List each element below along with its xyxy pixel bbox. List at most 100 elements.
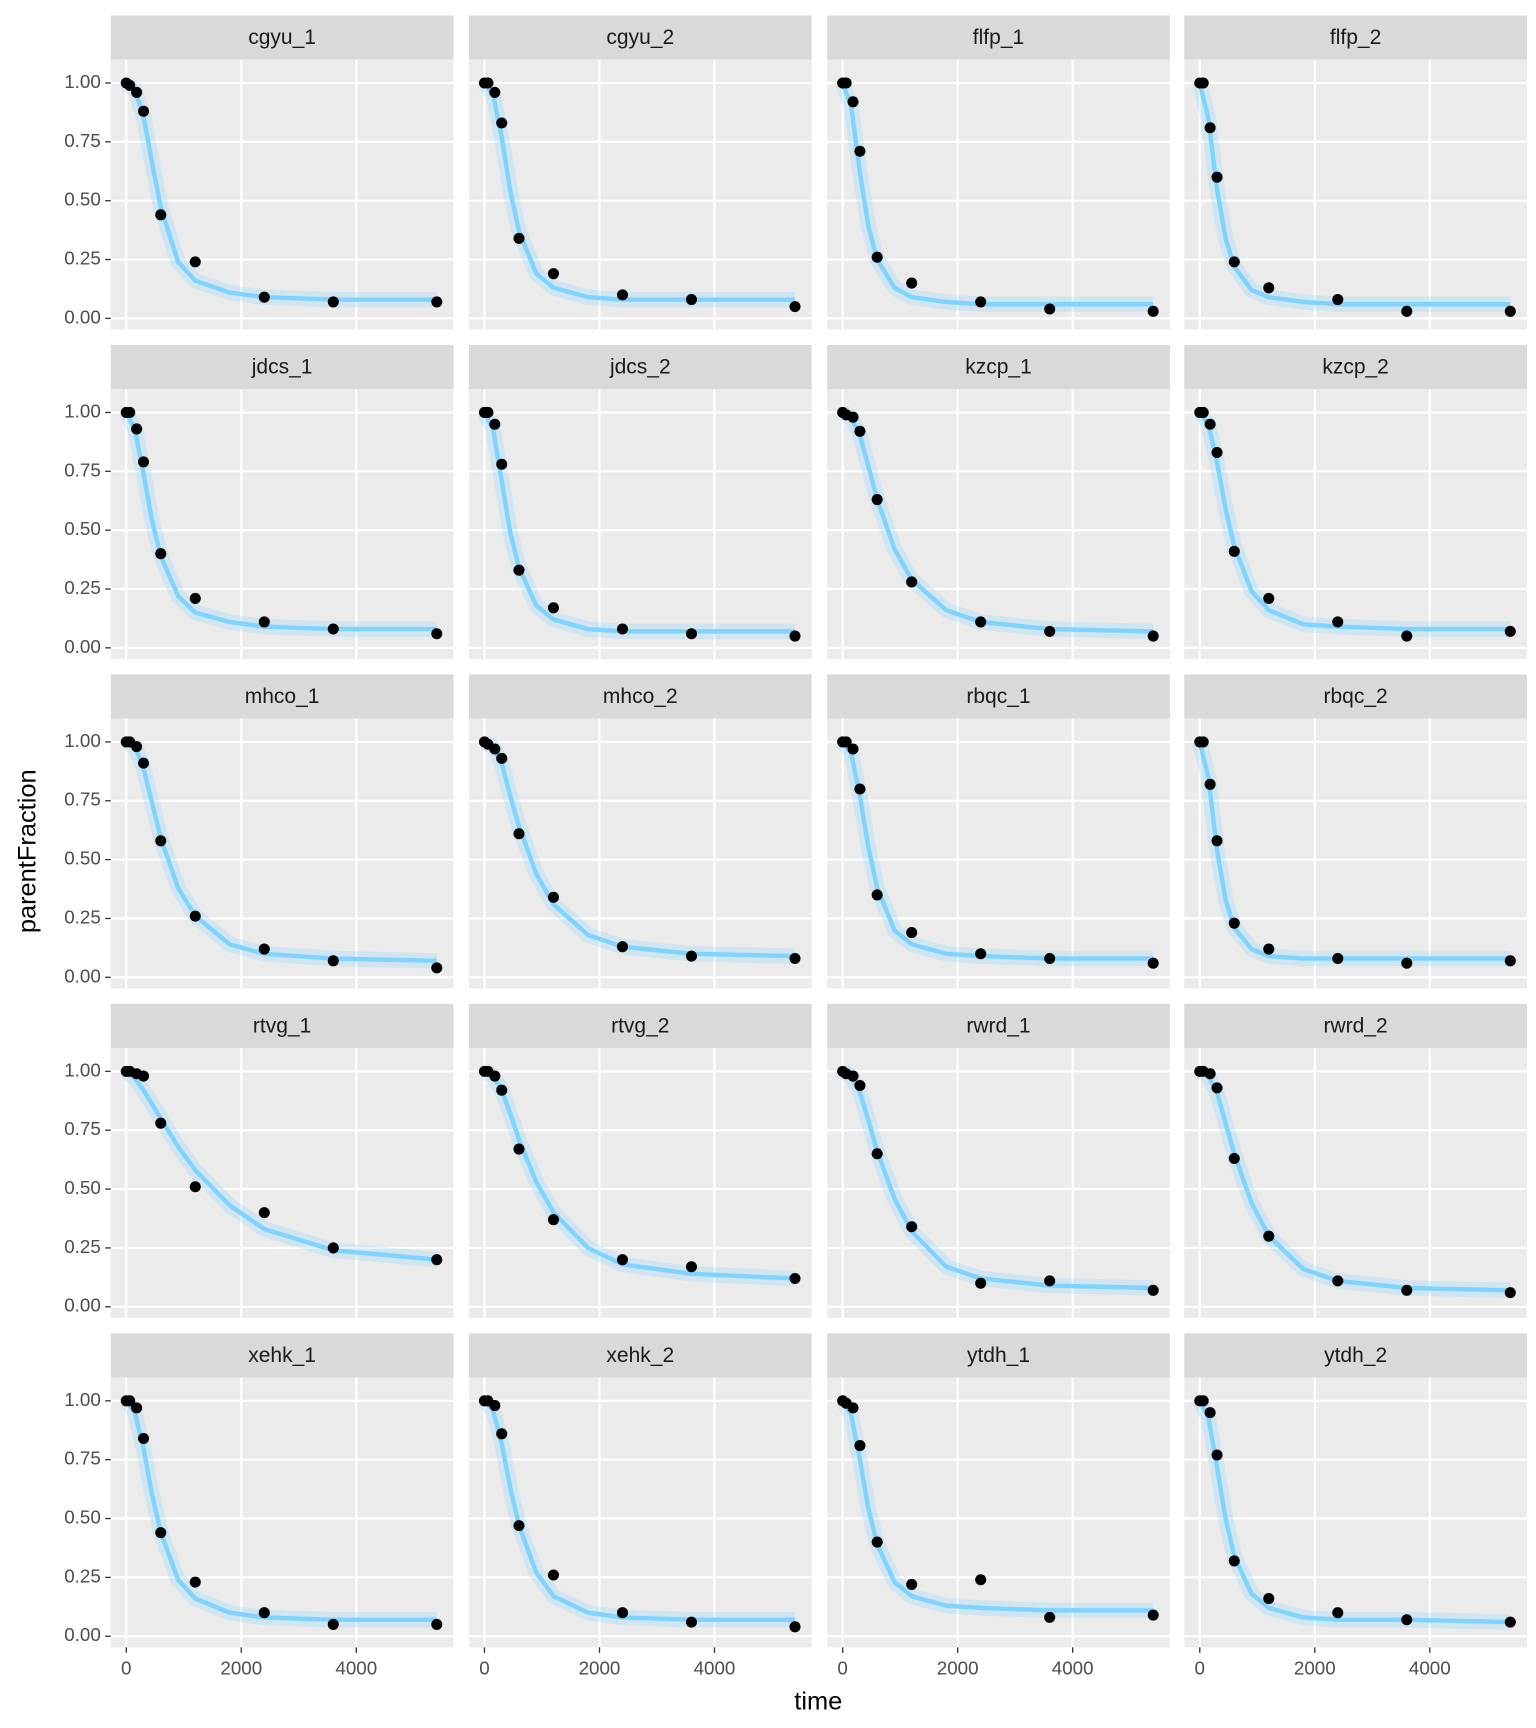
panel-marks bbox=[120, 1065, 443, 1268]
data-point bbox=[854, 145, 866, 157]
data-point bbox=[975, 1277, 987, 1289]
data-point bbox=[1204, 778, 1216, 790]
x-tick-label: 0 bbox=[479, 1657, 489, 1678]
y-tick-label: 0.25 bbox=[64, 906, 101, 927]
panel-background bbox=[1184, 718, 1527, 989]
data-point bbox=[496, 117, 508, 129]
data-point bbox=[1147, 1284, 1159, 1296]
data-point bbox=[871, 251, 883, 263]
data-point bbox=[124, 1395, 136, 1407]
panel-marks bbox=[119, 406, 443, 640]
panel-background bbox=[468, 718, 812, 989]
data-point bbox=[847, 96, 859, 108]
data-point bbox=[513, 1143, 525, 1155]
data-point bbox=[871, 1536, 883, 1548]
data-point bbox=[137, 1070, 150, 1082]
strip-background bbox=[1184, 15, 1527, 60]
panel-marks bbox=[120, 735, 443, 974]
x-tick-label: 4000 bbox=[1409, 1657, 1451, 1678]
strip-label: cgyu_2 bbox=[606, 26, 674, 49]
strip-label: jdcs_2 bbox=[609, 356, 671, 379]
y-tick-label: 0.75 bbox=[64, 130, 101, 151]
panel-background bbox=[827, 59, 1170, 330]
data-point bbox=[258, 616, 270, 628]
panel-marks bbox=[836, 1395, 1159, 1623]
strip-background bbox=[1184, 344, 1527, 390]
facet-panel: ytdh_2 0 2000 4000 bbox=[1184, 1333, 1527, 1678]
data-point bbox=[1211, 446, 1223, 459]
data-point bbox=[431, 1254, 443, 1266]
strip-label: rwrd_1 bbox=[966, 1015, 1030, 1038]
x-tick-label: 4000 bbox=[694, 1657, 736, 1678]
facet-panel: rtvg_2 bbox=[468, 1003, 812, 1318]
strip-background bbox=[110, 1003, 454, 1049]
data-point bbox=[847, 1402, 859, 1414]
data-point bbox=[189, 256, 201, 268]
y-axis-title: parentFraction bbox=[14, 769, 42, 933]
y-tick-label: 0.25 bbox=[64, 577, 101, 598]
facet-panel: kzcp_2 bbox=[1184, 344, 1527, 659]
data-point bbox=[685, 950, 698, 962]
panel-marks bbox=[1194, 1064, 1516, 1299]
strip-background bbox=[468, 674, 812, 719]
data-point bbox=[131, 1402, 143, 1414]
x-tick-label: 2000 bbox=[937, 1657, 979, 1678]
panel-background bbox=[1184, 1048, 1527, 1318]
data-point bbox=[906, 1578, 918, 1590]
strip-label: xehk_2 bbox=[606, 1344, 674, 1367]
data-point bbox=[1228, 917, 1240, 929]
data-point bbox=[431, 962, 443, 974]
y-tick-label: 0.50 bbox=[64, 1177, 101, 1198]
data-point bbox=[1332, 616, 1344, 628]
fit-line bbox=[1197, 82, 1511, 307]
strip-label: ytdh_1 bbox=[967, 1344, 1030, 1367]
data-point bbox=[513, 564, 525, 576]
facet-panel: rwrd_2 bbox=[1184, 1003, 1527, 1318]
data-point bbox=[155, 209, 167, 221]
data-point bbox=[1263, 1593, 1275, 1605]
x-axis-title: time bbox=[794, 1687, 842, 1715]
panel-background bbox=[1184, 59, 1527, 330]
data-point bbox=[547, 602, 560, 614]
data-point bbox=[854, 425, 866, 437]
panel-background bbox=[110, 1048, 454, 1318]
data-point bbox=[1147, 1609, 1159, 1621]
panel-background bbox=[468, 389, 812, 659]
data-point bbox=[189, 1576, 201, 1588]
data-point bbox=[616, 1254, 629, 1266]
strip-background bbox=[468, 1333, 812, 1378]
strip-label: mhco_1 bbox=[245, 685, 320, 708]
data-point bbox=[124, 79, 136, 91]
data-point bbox=[1401, 305, 1413, 317]
strip-background bbox=[1184, 1333, 1527, 1378]
data-point bbox=[1204, 1068, 1216, 1080]
data-point bbox=[975, 616, 987, 628]
panel-marks bbox=[478, 77, 801, 313]
panel-background bbox=[110, 1377, 454, 1648]
data-point bbox=[871, 889, 883, 901]
data-point bbox=[1211, 1449, 1223, 1461]
data-point bbox=[496, 1084, 508, 1096]
data-point bbox=[1204, 122, 1216, 134]
panel-marks bbox=[119, 1395, 443, 1630]
data-point bbox=[1504, 955, 1516, 967]
data-point bbox=[489, 1070, 501, 1082]
data-point bbox=[155, 1117, 167, 1129]
data-point bbox=[431, 296, 443, 308]
strip-background bbox=[110, 674, 454, 719]
y-tick-label: 1.00 bbox=[64, 730, 101, 751]
data-point bbox=[1197, 77, 1209, 89]
x-tick-label: 4000 bbox=[1052, 1657, 1094, 1678]
y-tick-label: 0.75 bbox=[64, 1118, 101, 1139]
data-point bbox=[496, 458, 508, 470]
data-point bbox=[189, 910, 201, 922]
strip-label: rtvg_2 bbox=[611, 1015, 669, 1038]
y-tick-label: 1.00 bbox=[64, 1059, 101, 1080]
x-tick-label: 2000 bbox=[579, 1657, 621, 1678]
data-point bbox=[906, 1221, 918, 1233]
panel-background bbox=[468, 59, 812, 330]
panel-marks bbox=[835, 77, 1159, 317]
data-point bbox=[1044, 1611, 1056, 1623]
